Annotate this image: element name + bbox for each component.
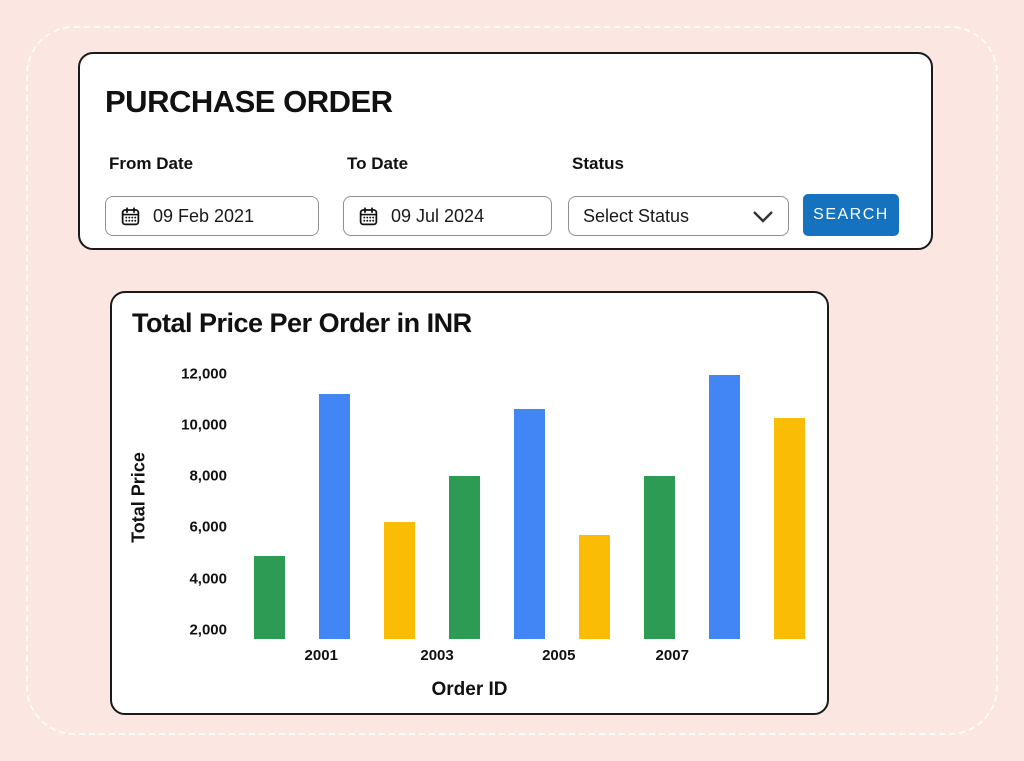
bar-slot: [237, 362, 302, 639]
calendar-icon: [358, 206, 379, 227]
from-date-input[interactable]: 09 Feb 2021: [105, 196, 319, 236]
y-tick-label: 4,000: [189, 570, 227, 588]
chart-card: Total Price Per Order in INR Total Price…: [110, 291, 829, 715]
chart-title: Total Price Per Order in INR: [132, 308, 472, 338]
y-tick-label: 2,000: [189, 621, 227, 639]
bar-slot: [367, 362, 432, 639]
bar-slot: [497, 362, 562, 639]
to-date-input[interactable]: 09 Jul 2024: [343, 196, 552, 236]
bar: [449, 476, 480, 639]
status-select[interactable]: Select Status: [568, 196, 789, 236]
chevron-down-icon: [752, 210, 774, 223]
to-date-label: To Date: [347, 154, 409, 173]
y-tick-label: 6,000: [189, 518, 227, 536]
bar-slot: [302, 362, 367, 639]
from-date-value: 09 Feb 2021: [153, 205, 255, 226]
bar: [709, 374, 740, 639]
y-axis-label: Total Price: [128, 452, 149, 543]
bar: [644, 476, 675, 639]
purchase-order-form: From Date: [105, 154, 910, 236]
y-tick-label: 8,000: [189, 467, 227, 485]
bar-slot: [757, 362, 822, 639]
x-tick-label: 2007: [655, 647, 689, 664]
bar: [319, 394, 350, 639]
search-button[interactable]: SEARCH: [803, 194, 899, 236]
bar: [774, 418, 805, 639]
bar-slot: [627, 362, 692, 639]
y-tick-label: 12,000: [181, 365, 227, 383]
y-axis-ticks: 2,000 4,000 6,000 8,000 10,000 12,000: [167, 362, 227, 639]
x-axis-ticks: 2001 2003 2005 2007: [237, 647, 822, 667]
y-tick-label: 10,000: [181, 416, 227, 434]
calendar-icon: [120, 206, 141, 227]
bars: [237, 362, 822, 639]
x-tick-label: 2001: [304, 647, 338, 664]
x-tick-label: 2003: [420, 647, 454, 664]
bar: [384, 522, 415, 639]
status-field: Status Select Status: [568, 154, 789, 236]
x-axis-label: Order ID: [431, 679, 508, 700]
bar: [514, 409, 545, 639]
bar-slot: [692, 362, 757, 639]
bar-slot: [562, 362, 627, 639]
status-select-value: Select Status: [583, 205, 690, 226]
x-tick-label: 2005: [542, 647, 576, 664]
from-date-label: From Date: [109, 154, 194, 173]
purchase-order-card: PURCHASE ORDER From Date: [78, 52, 933, 250]
bar: [579, 535, 610, 639]
bar-slot: [432, 362, 497, 639]
status-label: Status: [572, 154, 624, 173]
bar: [254, 555, 285, 639]
to-date-value: 09 Jul 2024: [391, 205, 485, 226]
to-date-field: To Date: [343, 154, 552, 236]
from-date-field: From Date: [105, 154, 319, 236]
purchase-order-title: PURCHASE ORDER: [105, 84, 393, 119]
